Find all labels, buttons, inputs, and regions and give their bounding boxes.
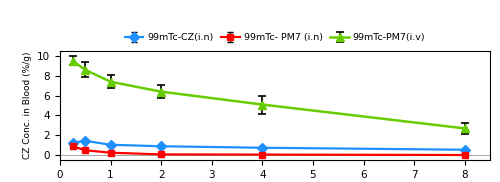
Y-axis label: CZ Conc. in Blood (%/g): CZ Conc. in Blood (%/g) (22, 52, 32, 159)
Legend: 99mTc-CZ(i.n), 99mTc- PM7 (i.n), 99mTc-PM7(i.v): 99mTc-CZ(i.n), 99mTc- PM7 (i.n), 99mTc-P… (122, 31, 428, 44)
